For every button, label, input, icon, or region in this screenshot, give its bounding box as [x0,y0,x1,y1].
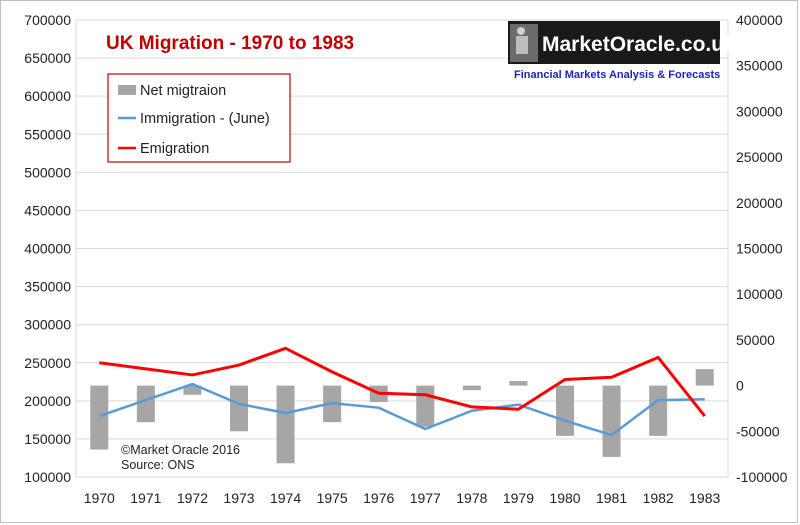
left-tick-label: 350000 [24,279,71,295]
left-tick-label: 700000 [24,12,71,28]
left-tick-label: 650000 [24,50,71,66]
right-tick-label: 50000 [736,332,775,348]
x-tick-label: 1981 [596,490,627,506]
left-tick-label: 200000 [24,393,71,409]
net-migration-bar [230,385,248,432]
market-oracle-logo: MarketOracle.co.uk Financial Markets Ana… [508,21,736,81]
logo-figure-head [517,27,525,35]
net-migration-bar [416,385,435,427]
x-tick-label: 1970 [84,490,115,506]
chart-title: UK Migration - 1970 to 1983 [106,33,354,54]
left-tick-label: 550000 [24,126,71,142]
right-tick-label: 250000 [736,149,783,165]
x-tick-label: 1982 [643,490,674,506]
x-axis: 1970 1971 1972 1973 1974 1975 1976 1977 1978 1979… [84,490,721,506]
right-tick-label: -100000 [736,469,788,485]
line-series [98,346,706,437]
x-tick-label: 1971 [130,490,161,506]
x-tick-label: 1972 [177,490,208,506]
logo-background [508,21,720,64]
net-migration-bar [276,385,295,464]
left-tick-label: 500000 [24,164,71,180]
x-tick-label: 1974 [270,490,301,506]
right-axis: 400000 350000 300000 250000 200000 150000 1000… [736,12,788,485]
x-tick-label: 1976 [363,490,394,506]
right-tick-label: 400000 [736,12,783,28]
right-tick-label: -50000 [736,423,780,439]
left-tick-label: 250000 [24,355,71,371]
right-tick-label: 150000 [736,241,783,257]
logo-figure-body [516,36,528,54]
right-tick-label: 0 [736,378,744,394]
logo-tagline: Financial Markets Analysis & Forecasts [514,69,720,81]
immigration-line [98,382,705,437]
x-tick-label: 1983 [689,490,720,506]
legend-swatch-net [118,85,136,95]
left-tick-label: 150000 [24,431,71,447]
left-tick-label: 600000 [24,88,71,104]
copyright-note: ©Market Oracle 2016 [121,443,240,457]
left-axis: 700000 650000 600000 550000 500000 450000 4000… [24,12,71,485]
left-tick-label: 450000 [24,202,71,218]
net-migration-bar [136,385,155,423]
net-migration-bar [695,369,714,386]
x-tick-label: 1973 [223,490,254,506]
net-migration-bar [183,385,202,395]
net-migration-bar [556,385,574,436]
legend-label-immigration: Immigration - (June) [140,111,270,127]
left-tick-label: 400000 [24,241,71,257]
x-tick-label: 1975 [317,490,348,506]
left-tick-label: 300000 [24,317,71,333]
legend-label-emigration: Emigration [140,141,209,157]
net-migration-bar [602,385,621,457]
legend-box [107,73,291,163]
x-tick-label: 1980 [549,490,580,506]
left-tick-label: 100000 [24,469,71,485]
x-tick-label: 1979 [503,490,534,506]
net-migration-bar [509,381,528,386]
plot-border [75,19,729,478]
legend: Net migtraion Immigration - (June) Emigr… [107,73,291,163]
logo-title: MarketOracle.co.uk [542,33,736,56]
x-tick-label: 1978 [456,490,487,506]
net-migration-bar [649,385,668,436]
source-note: Source: ONS [121,458,195,472]
emigration-line [99,346,706,417]
x-tick-label: 1977 [410,490,441,506]
net-migration-bar [462,385,481,391]
right-tick-label: 200000 [736,195,783,211]
right-tick-label: 350000 [736,58,783,74]
legend-label-net: Net migtraion [140,83,226,99]
right-tick-label: 300000 [736,103,783,119]
right-tick-label: 100000 [736,286,783,302]
net-migration-bar [90,385,109,450]
